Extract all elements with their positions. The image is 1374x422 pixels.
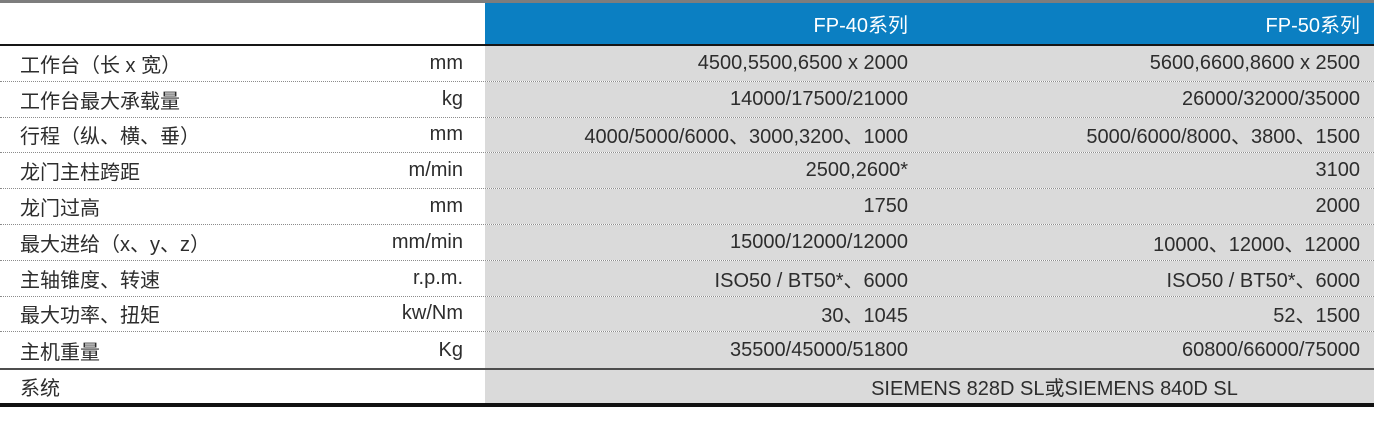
spec-label: 龙门过高 <box>0 189 325 224</box>
table-row: 主轴锥度、转速 r.p.m. ISO50 / BT50*、6000 ISO50 … <box>0 260 1374 297</box>
spec-unit: mm/min <box>325 224 485 260</box>
fp40-value: ISO50 / BT50*、6000 <box>485 260 922 296</box>
fp50-value: ISO50 / BT50*、6000 <box>922 260 1374 296</box>
spec-label: 主轴锥度、转速 <box>0 260 325 296</box>
spec-unit: mm <box>325 46 485 81</box>
system-label: 系统 <box>0 370 325 404</box>
spec-label: 主机重量 <box>0 332 325 369</box>
system-row-container: 系统 SIEMENS 828D SL或SIEMENS 840D SL <box>0 368 1374 408</box>
fp40-value: 4500,5500,6500 x 2000 <box>485 46 922 81</box>
fp50-value: 26000/32000/35000 <box>922 81 1374 117</box>
spec-unit: mm <box>325 189 485 224</box>
fp50-value: 5000/6000/8000、3800、1500 <box>922 117 1374 153</box>
fp40-value: 14000/17500/21000 <box>485 81 922 117</box>
system-row: 系统 SIEMENS 828D SL或SIEMENS 840D SL <box>0 370 1374 404</box>
spec-unit: kg <box>325 81 485 117</box>
header-fp50: FP-50系列 <box>922 3 1374 44</box>
system-unit <box>325 370 485 404</box>
fp50-value: 3100 <box>922 153 1374 189</box>
table-row: 龙门过高 mm 1750 2000 <box>0 189 1374 225</box>
table-row: 龙门主柱跨距 m/min 2500,2600* 3100 <box>0 153 1374 190</box>
table-header-row: FP-40系列 FP-50系列 <box>0 3 1374 46</box>
spec-unit: kw/Nm <box>325 296 485 332</box>
header-fp40: FP-40系列 <box>485 3 922 44</box>
spec-table: FP-40系列 FP-50系列 工作台（长 x 宽） mm 4500,5500,… <box>0 0 1374 408</box>
table-row: 行程（纵、横、垂） mm 4000/5000/6000、3000,3200、10… <box>0 117 1374 154</box>
fp40-value: 35500/45000/51800 <box>485 332 922 369</box>
fp40-value: 1750 <box>485 189 922 224</box>
fp40-value: 15000/12000/12000 <box>485 224 922 260</box>
system-value: SIEMENS 828D SL或SIEMENS 840D SL <box>485 370 1374 404</box>
spec-label: 最大功率、扭矩 <box>0 296 325 332</box>
table-row: 最大功率、扭矩 kw/Nm 30、1045 52、1500 <box>0 296 1374 333</box>
table-row: 最大进给（x、y、z） mm/min 15000/12000/12000 100… <box>0 224 1374 261</box>
fp50-value: 5600,6600,8600 x 2500 <box>922 46 1374 81</box>
table-row: 主机重量 Kg 35500/45000/51800 60800/66000/75… <box>0 332 1374 369</box>
spec-label: 工作台（长 x 宽） <box>0 46 325 81</box>
fp50-value: 52、1500 <box>922 296 1374 332</box>
fp40-value: 2500,2600* <box>485 153 922 189</box>
table-row: 工作台（长 x 宽） mm 4500,5500,6500 x 2000 5600… <box>0 46 1374 82</box>
spec-unit: r.p.m. <box>325 260 485 296</box>
fp40-value: 30、1045 <box>485 296 922 332</box>
spec-label: 龙门主柱跨距 <box>0 153 325 189</box>
spec-label: 行程（纵、横、垂） <box>0 117 325 153</box>
header-blank-cell <box>0 3 485 44</box>
fp50-value: 60800/66000/75000 <box>922 332 1374 369</box>
fp50-value: 10000、12000、12000 <box>922 224 1374 260</box>
spec-label: 最大进给（x、y、z） <box>0 224 325 260</box>
spec-unit: m/min <box>325 153 485 189</box>
fp50-value: 2000 <box>922 189 1374 224</box>
table-row: 工作台最大承载量 kg 14000/17500/21000 26000/3200… <box>0 81 1374 118</box>
spec-unit: mm <box>325 117 485 153</box>
spec-label: 工作台最大承载量 <box>0 81 325 117</box>
fp40-value: 4000/5000/6000、3000,3200、1000 <box>485 117 922 153</box>
spec-unit: Kg <box>325 332 485 369</box>
